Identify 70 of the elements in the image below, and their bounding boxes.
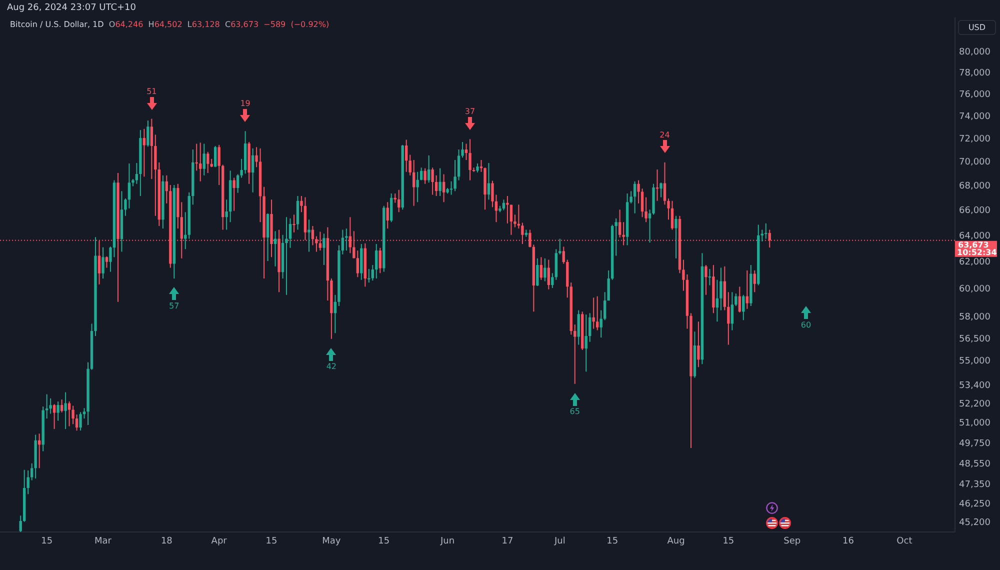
x-tick-label: 15 [722,536,734,547]
candlestick [292,214,296,232]
x-tick-label: Sep [784,536,801,547]
x-tick-label: Aug [667,536,685,547]
annotation: 51 [146,86,157,96]
y-tick-label: 47,350 [959,480,991,490]
y-tick-label: 76,000 [959,90,991,100]
x-tick-label: 15 [41,536,53,547]
y-tick-label: 45,200 [959,518,991,528]
candlestick [674,216,678,258]
y-tick-label: 52,200 [959,400,991,410]
y-tick-label: 49,750 [959,439,991,450]
candlestick [764,223,768,239]
y-tick-label: 66,000 [959,206,991,216]
annotation: 60 [800,320,812,330]
x-tick-label: 15 [266,536,278,547]
y-tick-label: 78,000 [959,68,991,79]
y-tick-label: 68,000 [959,182,991,192]
text: O64,246 H64,502 L63,128 C63,673 −589 (−0.92%) [108,20,330,29]
annotation: 19 [240,99,250,108]
y-tick-label: 80,000 [959,48,991,58]
y-tick-label: 58,000 [959,312,991,323]
x-tick-label: 18 [160,536,173,547]
y-tick-label: 53,400 [959,380,991,391]
x-tick-label: May [322,536,342,547]
y-tick-label: 56,500 [959,334,991,344]
y-tick-label: 74,000 [959,112,991,122]
annotation: 37 [464,107,476,116]
candlestick [368,269,370,283]
candlestick [506,196,509,224]
x-tick-label: 15 [378,536,390,547]
candlestick [64,392,67,430]
y-axis-title: USD [958,20,996,35]
annotation: 24 [660,130,670,140]
candlestick [45,394,48,418]
candlestick [308,220,310,252]
x-tick-label: 16 [842,536,854,547]
candlestick [285,217,288,295]
y-tick-label: 72,000 [959,134,991,144]
annotation: 42 [326,362,337,372]
x-tick-label: Jun [440,536,455,547]
ref-line-label: 63,673 [958,240,989,250]
y-tick-label: 62,000 [959,258,991,268]
candlestick [232,178,236,211]
y-tick-label: 64,000 [959,232,991,242]
text: 10:52:34 [957,248,998,258]
x-tick-label: Apr [211,536,228,547]
y-tick-label: 55,000 [959,356,991,366]
annotation: 57 [169,302,180,311]
x-tick-label: Jul [553,536,566,547]
y-tick-label: 46,250 [959,499,991,510]
candlestick [656,169,659,201]
candlestick [225,200,228,230]
y-tick-label: 51,000 [959,418,991,429]
candlestick [574,324,576,384]
y-tick-label: 70,000 [959,158,991,168]
chart-title: Bitcoin / U.S. Dollar, 1D [10,20,104,29]
x-tick-label: Oct [896,536,913,547]
x-tick-label: 15 [606,536,618,547]
annotation: 65 [570,406,580,416]
candlestick [708,269,712,286]
x-tick-label: Mar [94,536,112,547]
y-tick-label: 60,000 [959,284,991,295]
candlestick [195,144,198,171]
candlestick [184,212,187,250]
x-tick-label: 17 [502,536,514,547]
candlestick [345,228,348,250]
candlestick [517,204,520,229]
text: Aug 26, 2024 23:07 UTC+10 [7,3,136,14]
y-tick-label: 48,550 [959,459,991,470]
